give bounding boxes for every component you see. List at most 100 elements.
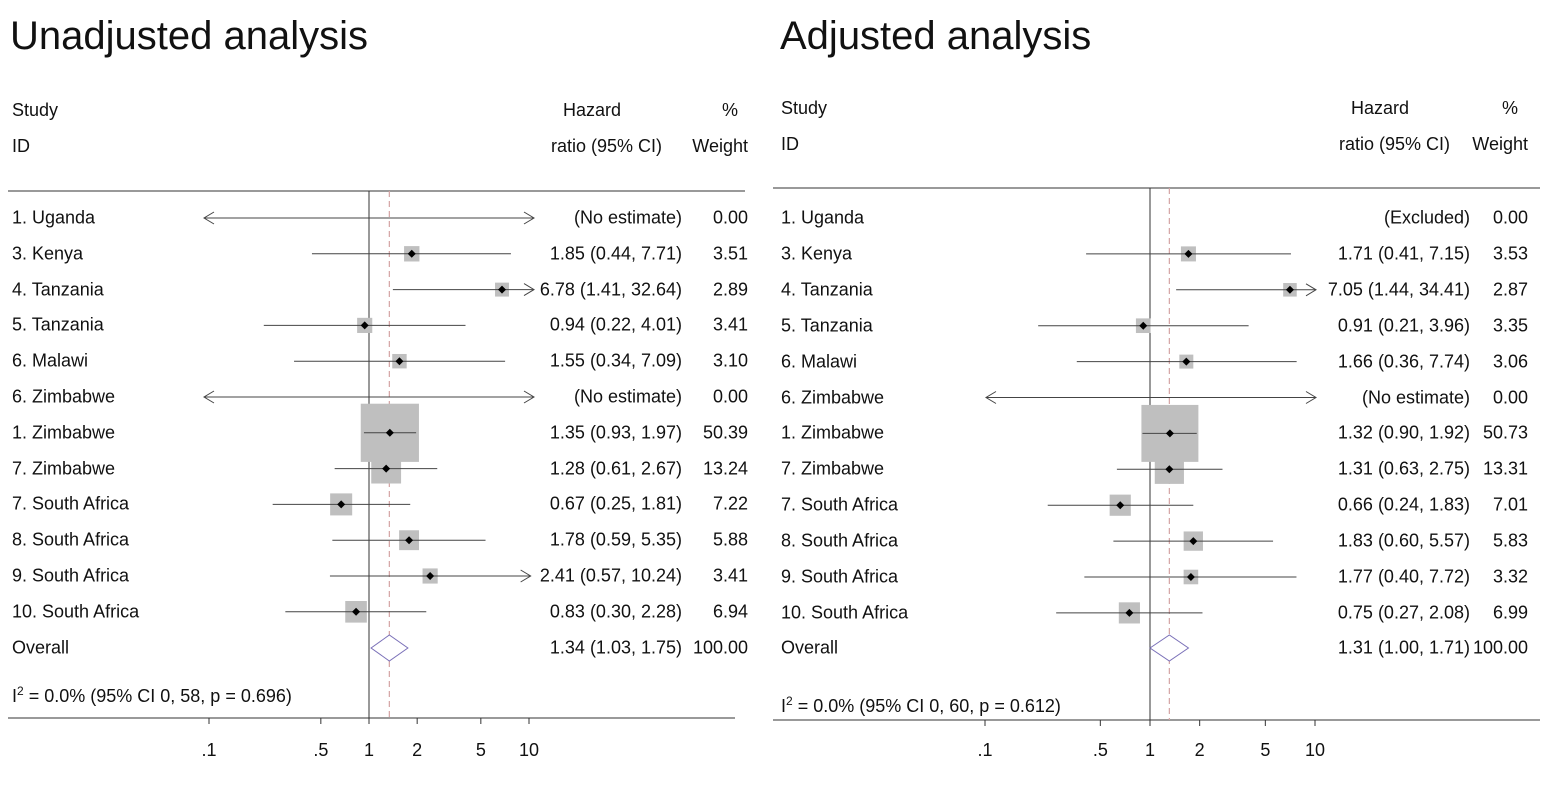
- hazard-ratio-ci: 0.83 (0.30, 2.28): [549, 601, 682, 622]
- study-weight: 3.10: [712, 350, 748, 371]
- x-tick-label: 2: [412, 740, 422, 760]
- unadjusted-forest-plot: Unadjusted analysis Study ID Hazard ratio (9…: [0, 0, 770, 800]
- overall-weight: 100.00: [692, 637, 748, 658]
- study-weight: 6.99: [1492, 602, 1528, 623]
- study-weight: 50.39: [702, 422, 748, 443]
- overall-weight: 100.00: [1472, 637, 1528, 658]
- study-label: 8. South Africa: [781, 530, 899, 551]
- ci-arrow-right: [523, 283, 535, 297]
- study-marker: [1047, 494, 1194, 516]
- study-weight: 0.00: [712, 386, 748, 407]
- study-weight: 3.53: [1492, 243, 1528, 264]
- hazard-ratio-ci: 1.78 (0.59, 5.35): [549, 529, 682, 550]
- hazard-ratio-ci: 6.78 (1.41, 32.64): [539, 279, 682, 300]
- study-weight: 3.41: [712, 314, 748, 335]
- ci-arrow-right: [523, 211, 535, 225]
- study-weight: 13.24: [702, 458, 748, 479]
- hazard-ratio-ci: 0.67 (0.25, 1.81): [549, 493, 682, 514]
- study-weight: 3.06: [1492, 351, 1528, 372]
- point-estimate: [1285, 285, 1294, 294]
- hazard-ratio-ci: 0.75 (0.27, 2.08): [1337, 602, 1470, 623]
- x-tick-label: 1: [1145, 740, 1155, 760]
- header-ratio-ci: ratio (95% CI): [550, 136, 662, 156]
- x-tick-label: .5: [313, 740, 328, 760]
- study-marker: [1113, 531, 1274, 551]
- study-weight: 5.83: [1492, 530, 1528, 551]
- point-estimate: [426, 572, 435, 580]
- study-marker: [985, 391, 1317, 404]
- study-label: 10. South Africa: [12, 601, 140, 622]
- study-weight: 0.00: [712, 207, 748, 228]
- heterogeneity-text: = 0.0% (95% CI 0, 58, p = 0.696): [23, 686, 292, 706]
- point-estimate: [337, 500, 346, 509]
- study-weight: 0.00: [1492, 387, 1528, 407]
- header-percent: %: [1501, 98, 1518, 118]
- study-weight: 7.01: [1492, 494, 1528, 515]
- hazard-ratio-ci: 7.05 (1.44, 34.41): [1327, 279, 1470, 300]
- adjusted-forest-plot: Adjusted analysis Study ID Hazard ratio (95%…: [770, 0, 1544, 800]
- study-label: 8. South Africa: [12, 529, 130, 550]
- study-label: 6. Malawi: [781, 351, 858, 372]
- hazard-ratio-ci: 1.32 (0.90, 1.92): [1337, 422, 1470, 443]
- panel-title: Adjusted analysis: [780, 14, 1092, 58]
- overall-hazard-ratio-ci: 1.34 (1.03, 1.75): [549, 637, 682, 658]
- header-hazard: Hazard: [562, 100, 622, 120]
- point-estimate: [395, 357, 404, 366]
- study-marker: [392, 282, 535, 297]
- i2-superscript: 2: [786, 694, 793, 708]
- hazard-ratio-ci: (No estimate): [573, 207, 682, 228]
- header-id: ID: [12, 136, 30, 156]
- study-label: 9. South Africa: [781, 566, 899, 587]
- heterogeneity-statistic: I2 = 0.0% (95% CI 0, 60, p = 0.612): [781, 694, 1061, 717]
- forest-plot-svg: .1 .5 1 2 5 10: [8, 190, 745, 760]
- study-label: 7. Zimbabwe: [12, 458, 116, 479]
- i2-symbol: I: [781, 696, 787, 716]
- hazard-ratio-ci: (No estimate): [573, 386, 682, 407]
- study-marker: [1141, 404, 1199, 462]
- point-estimate: [352, 607, 361, 616]
- x-tick-label: .1: [201, 740, 216, 760]
- overall-diamond: [370, 634, 409, 662]
- study-marker: [311, 246, 511, 262]
- header-id: ID: [781, 134, 799, 154]
- header-percent: %: [721, 100, 738, 120]
- study-marker: [332, 530, 486, 551]
- x-tick-label: 10: [519, 740, 539, 760]
- hazard-ratio-ci: 1.83 (0.60, 5.57): [1337, 530, 1470, 551]
- point-estimate: [1186, 573, 1195, 581]
- point-estimate: [407, 249, 416, 258]
- overall-hazard-ratio-ci: 1.31 (1.00, 1.71): [1337, 637, 1470, 658]
- x-tick-label: .1: [977, 740, 992, 760]
- point-estimate: [1125, 608, 1134, 617]
- study-weight: 13.31: [1482, 458, 1528, 479]
- study-weight: 0.00: [1492, 207, 1528, 228]
- point-estimate: [497, 285, 506, 294]
- study-label: 4. Tanzania: [781, 279, 873, 300]
- x-tick-label: 2: [1195, 740, 1205, 760]
- point-estimate: [385, 428, 394, 437]
- point-estimate: [1184, 249, 1193, 258]
- study-label: 5. Tanzania: [781, 315, 873, 336]
- header-study: Study: [12, 100, 59, 120]
- study-marker: [263, 317, 466, 333]
- study-label: 6. Zimbabwe: [781, 387, 885, 407]
- hazard-ratio-ci: 1.85 (0.44, 7.71): [549, 243, 682, 264]
- header-hazard: Hazard: [1350, 98, 1410, 118]
- study-label: 7. South Africa: [781, 494, 899, 515]
- study-label: 3. Kenya: [781, 243, 853, 264]
- study-marker: [1084, 569, 1297, 585]
- hazard-ratio-ci: 1.55 (0.34, 7.09): [549, 350, 682, 371]
- study-label: 7. Zimbabwe: [781, 458, 885, 479]
- study-weight: 7.22: [712, 493, 748, 514]
- point-estimate: [1139, 321, 1148, 330]
- ci-arrow-left: [985, 391, 997, 404]
- hazard-ratio-ci: (Excluded): [1383, 207, 1470, 228]
- point-estimate: [1189, 537, 1198, 546]
- study-marker: [285, 600, 427, 623]
- hazard-ratio-ci: 1.35 (0.93, 1.97): [549, 422, 682, 443]
- study-label: 1. Zimbabwe: [12, 422, 116, 443]
- overall-label: Overall: [12, 637, 70, 658]
- hazard-ratio-ci: 1.31 (0.63, 2.75): [1337, 458, 1470, 479]
- study-marker: [1086, 246, 1291, 262]
- x-tick-label: 10: [1305, 740, 1325, 760]
